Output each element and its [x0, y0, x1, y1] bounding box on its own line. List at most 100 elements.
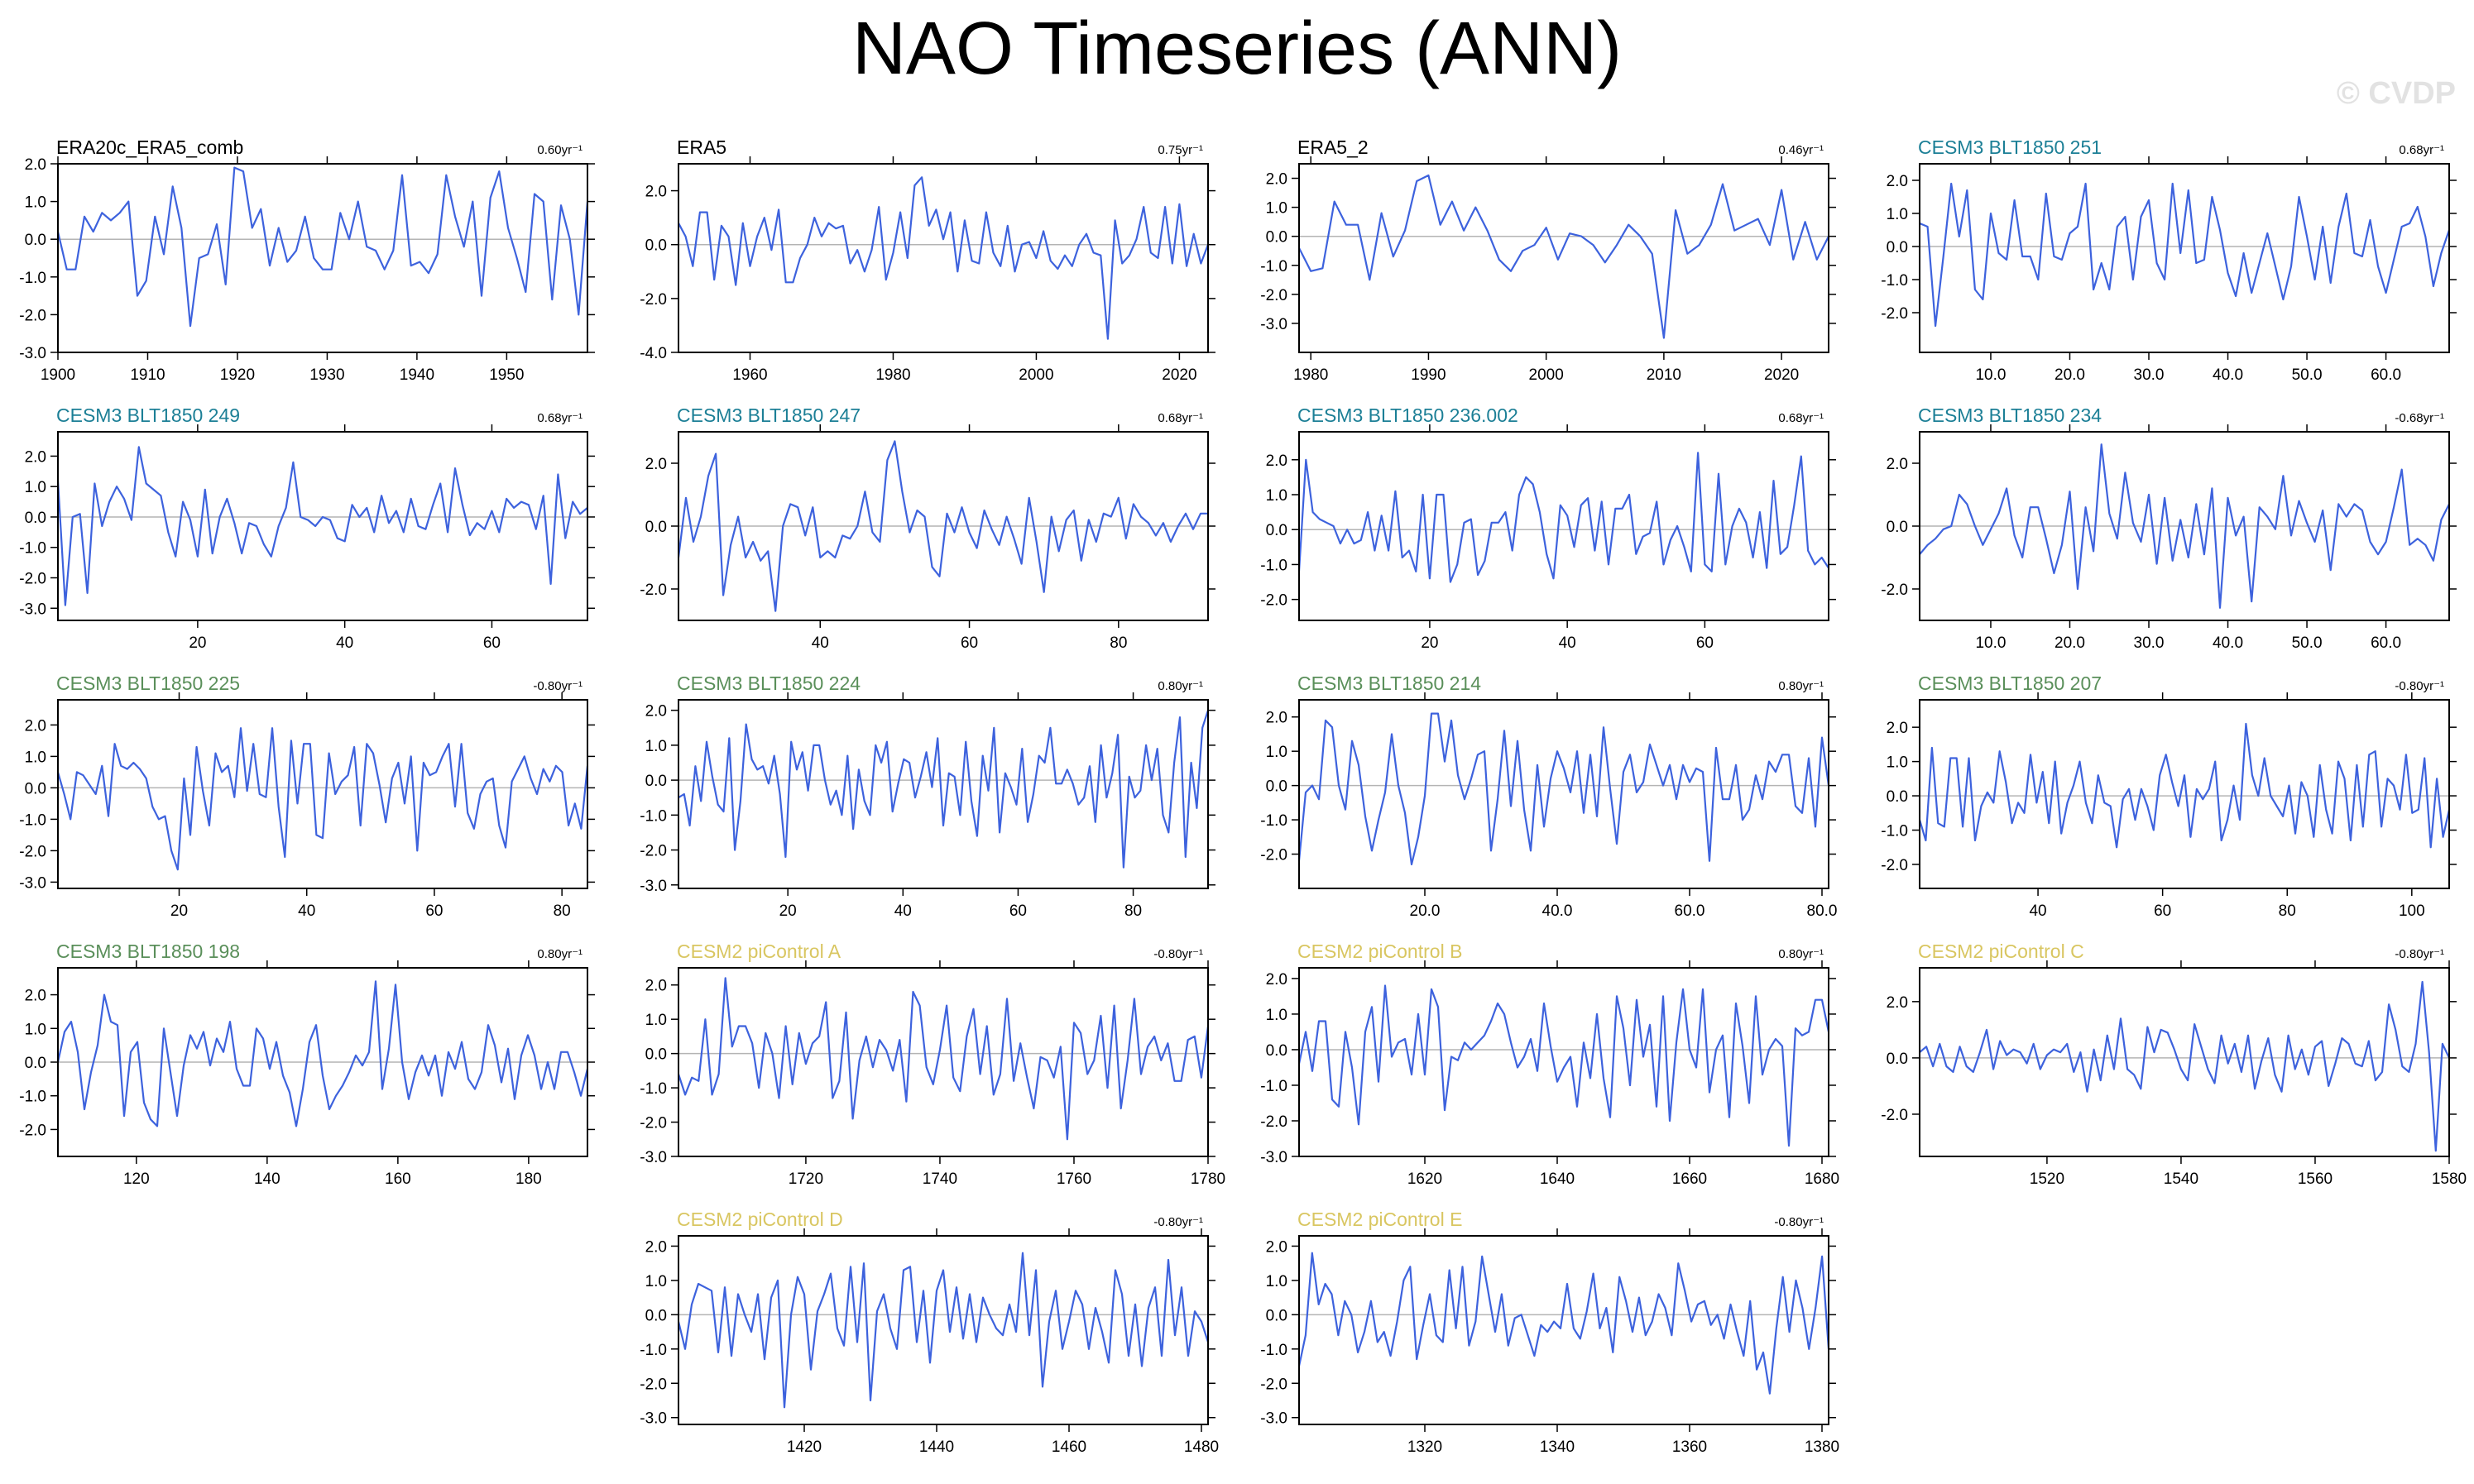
- x-tick-label: 1940: [400, 366, 434, 384]
- trend-label: -0.80yr⁻¹: [1153, 1215, 1203, 1229]
- x-tick-label: 60.0: [1675, 902, 1705, 920]
- plot-frame: [1919, 699, 2450, 889]
- x-tick-label: 2000: [1019, 366, 1053, 384]
- x-tick-label: 1680: [1805, 1170, 1839, 1188]
- y-tick-label: 1.0: [1266, 200, 1287, 218]
- y-tick-label: -2.0: [640, 1115, 667, 1132]
- x-tick-label: 1540: [2164, 1170, 2198, 1188]
- trend-label: 0.80yr⁻¹: [537, 947, 583, 961]
- x-tick-label: 1520: [2030, 1170, 2064, 1188]
- plot-frame: [1298, 431, 1829, 621]
- panel-title: CESM2 piControl E: [1297, 1209, 1462, 1230]
- plot-frame: [1919, 967, 2450, 1157]
- x-tick-label: 40.0: [2213, 634, 2243, 652]
- nao-series-line: [1919, 980, 2450, 1152]
- y-tick-label: 0.0: [25, 232, 46, 249]
- y-tick-label: 2.0: [1266, 710, 1287, 727]
- panel-title: CESM3 BLT1850 198: [56, 941, 240, 962]
- x-tick-label: 2010: [1647, 366, 1681, 384]
- y-tick-label: 2.0: [1887, 720, 1908, 737]
- panel-title: CESM3 BLT1850 251: [1918, 136, 2102, 158]
- nao-series-line: [1297, 984, 1830, 1147]
- x-tick-label: 1720: [789, 1170, 823, 1188]
- x-tick-label: 20.0: [2054, 634, 2085, 652]
- y-tick-label: 0.0: [645, 1046, 667, 1064]
- x-tick-label: 120: [123, 1170, 150, 1188]
- y-tick-label: -2.0: [640, 1376, 667, 1393]
- x-tick-label: 1420: [787, 1439, 822, 1456]
- plot-frame: [1298, 967, 1829, 1157]
- y-tick-label: -1.0: [1260, 557, 1287, 574]
- y-tick-label: 2.0: [25, 448, 46, 466]
- y-tick-label: 2.0: [1887, 456, 1908, 473]
- nao-panel: CESM3 BLT1850 198 0.80yr⁻¹ -2.0 -1.0 0.0 1.0 2…: [19, 941, 595, 1188]
- y-tick-label: 2.0: [1266, 971, 1287, 989]
- trend-label: 0.46yr⁻¹: [1778, 143, 1824, 157]
- y-tick-label: 2.0: [25, 156, 46, 174]
- x-tick-label: 1950: [489, 366, 524, 384]
- y-tick-label: -1.0: [1260, 258, 1287, 275]
- nao-series-line: [1298, 174, 1829, 339]
- x-tick-label: 1910: [130, 366, 165, 384]
- y-tick-label: -2.0: [1260, 287, 1287, 304]
- y-tick-label: -1.0: [1260, 812, 1287, 830]
- nao-series-line: [677, 440, 1208, 612]
- nao-panel: ERA5_2 0.46yr⁻¹ -3.0 -2.0 -1.0 0.0 1.0 2.0 1980 1…: [1260, 136, 1836, 384]
- trend-label: -0.80yr⁻¹: [1153, 947, 1203, 961]
- plot-frame: [1298, 1235, 1829, 1425]
- x-tick-label: 1660: [1672, 1170, 1707, 1188]
- x-tick-label: 2000: [1529, 366, 1564, 384]
- y-tick-label: 0.0: [1266, 778, 1287, 796]
- x-tick-label: 80.0: [1807, 902, 1838, 920]
- nao-panel: CESM3 BLT1850 224 0.80yr⁻¹ -3.0 -2.0 -1.0 0.0…: [640, 673, 1215, 920]
- x-tick-label: 60: [2154, 902, 2171, 920]
- plot-frame: [57, 431, 588, 621]
- x-tick-label: 50.0: [2292, 634, 2323, 652]
- y-tick-label: -2.0: [19, 307, 46, 324]
- x-tick-label: 10.0: [1975, 366, 2006, 384]
- x-tick-label: 1960: [732, 366, 767, 384]
- x-tick-label: 1640: [1540, 1170, 1575, 1188]
- x-tick-label: 40: [298, 902, 315, 920]
- y-tick-label: -2.0: [640, 291, 667, 309]
- y-tick-label: -3.0: [1260, 1410, 1287, 1428]
- panel-title: CESM3 BLT1850 247: [677, 405, 861, 426]
- x-tick-label: 1930: [309, 366, 344, 384]
- y-tick-label: 2.0: [1266, 452, 1287, 470]
- y-tick-label: -3.0: [640, 1410, 667, 1428]
- x-tick-label: 160: [385, 1170, 411, 1188]
- y-tick-label: 0.0: [645, 237, 667, 255]
- y-tick-label: -1.0: [19, 1089, 46, 1106]
- x-tick-label: 1900: [41, 366, 75, 384]
- x-tick-label: 1380: [1805, 1439, 1839, 1456]
- y-tick-label: 0.0: [1266, 229, 1287, 247]
- nao-panel: CESM3 BLT1850 214 0.80yr⁻¹ -2.0 -1.0 0.0 1.0 2…: [1260, 673, 1837, 920]
- y-tick-label: -2.0: [1260, 592, 1287, 610]
- y-tick-label: 0.0: [1266, 1307, 1287, 1324]
- x-tick-label: 1580: [2432, 1170, 2467, 1188]
- x-tick-label: 2020: [1162, 366, 1196, 384]
- x-tick-label: 60: [483, 634, 501, 652]
- nao-series-line: [677, 977, 1210, 1141]
- x-tick-label: 80: [1124, 902, 1142, 920]
- x-tick-label: 180: [515, 1170, 542, 1188]
- y-tick-label: 0.0: [25, 510, 46, 527]
- nao-series-line: [56, 446, 588, 606]
- y-tick-label: -2.0: [19, 1122, 46, 1139]
- x-tick-label: 20: [170, 902, 188, 920]
- y-tick-label: 1.0: [645, 1012, 667, 1029]
- x-tick-label: 100: [2399, 902, 2425, 920]
- x-tick-label: 40: [1559, 634, 1576, 652]
- nao-series-line: [56, 166, 589, 328]
- panel-title: CESM2 piControl A: [677, 941, 841, 962]
- panel-title: CESM3 BLT1850 214: [1297, 673, 1481, 694]
- y-tick-label: -2.0: [640, 582, 667, 599]
- trend-label: -0.80yr⁻¹: [2395, 679, 2444, 693]
- y-tick-label: -3.0: [640, 878, 667, 895]
- plot-frame: [678, 699, 1209, 889]
- trend-label: -0.80yr⁻¹: [1774, 1215, 1824, 1229]
- y-tick-label: -2.0: [1881, 305, 1908, 323]
- x-tick-label: 80: [554, 902, 571, 920]
- x-tick-label: 1620: [1407, 1170, 1442, 1188]
